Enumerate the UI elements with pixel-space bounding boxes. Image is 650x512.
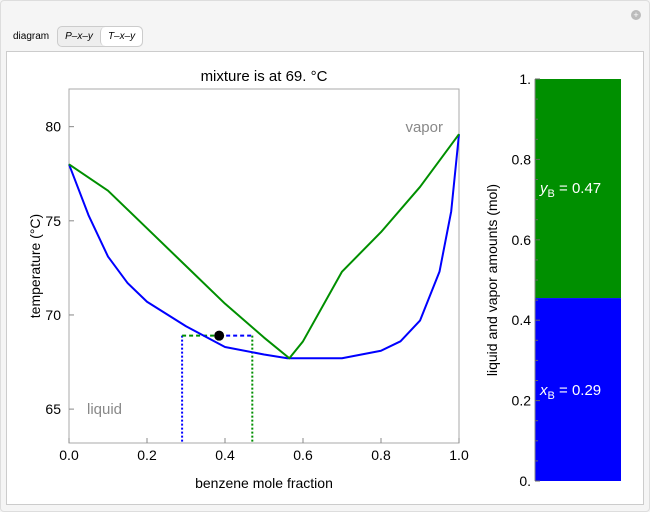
x-tick-label: 0.6 — [293, 447, 313, 463]
x-axis-label: benzene mole fraction — [195, 475, 333, 491]
y-tick-label: 65 — [45, 401, 61, 417]
y-tick-label: 80 — [45, 119, 61, 135]
plot-frame — [68, 88, 460, 444]
diagram-label: diagram — [13, 31, 50, 42]
liquid-composition-label: xB = 0.29 — [539, 382, 601, 402]
option-pxy[interactable]: P–x–y — [65, 31, 93, 42]
bar-tick-label: 0.2 — [512, 393, 532, 409]
plus-icon[interactable]: + — [631, 10, 641, 20]
state-point — [214, 330, 225, 341]
vapor-curve — [68, 133, 460, 360]
x-tick-label: 0.2 — [137, 447, 157, 463]
chart-title: mixture is at 69. °C — [201, 68, 328, 85]
bar-tick-label: 0. — [519, 473, 531, 489]
x-tick-label: 0.8 — [371, 447, 391, 463]
y-tick-label: 70 — [45, 307, 61, 323]
vapor-region-label: vapor — [405, 119, 443, 136]
vapor-amount-bar — [535, 79, 621, 299]
x-tick-label: 0.0 — [59, 447, 79, 463]
bar-axis-label: liquid and vapor amounts (mol) — [484, 184, 500, 376]
y-axis-label: temperature (°C) — [27, 214, 43, 318]
plot-panel: 0.0 0.2 0.4 0.6 0.8 1.0 65 70 75 80 mixture is at … — [6, 51, 644, 505]
diagram-control: diagram P–x–y T–x–y — [13, 26, 144, 47]
y-tick-label: 75 — [45, 213, 61, 229]
x-tick-label: 0.4 — [215, 447, 235, 463]
option-txy[interactable]: T–x–y — [99, 27, 143, 46]
liquid-curve — [68, 134, 460, 360]
x-tick-label: 1.0 — [449, 447, 469, 463]
liquid-region-label: liquid — [87, 401, 122, 418]
liquid-amount-bar — [535, 298, 621, 481]
bar-tick-label: 0.6 — [512, 232, 532, 248]
diagram-toggle[interactable]: P–x–y T–x–y — [57, 26, 144, 47]
bar-tick-label: 0.8 — [512, 151, 532, 167]
vapor-composition-label: yB = 0.47 — [539, 180, 601, 200]
bar-tick-label: 0.4 — [512, 312, 532, 328]
bar-tick-label: 1. — [519, 71, 531, 87]
diagram-svg: 0.0 0.2 0.4 0.6 0.8 1.0 65 70 75 80 mixture is at … — [27, 68, 621, 491]
